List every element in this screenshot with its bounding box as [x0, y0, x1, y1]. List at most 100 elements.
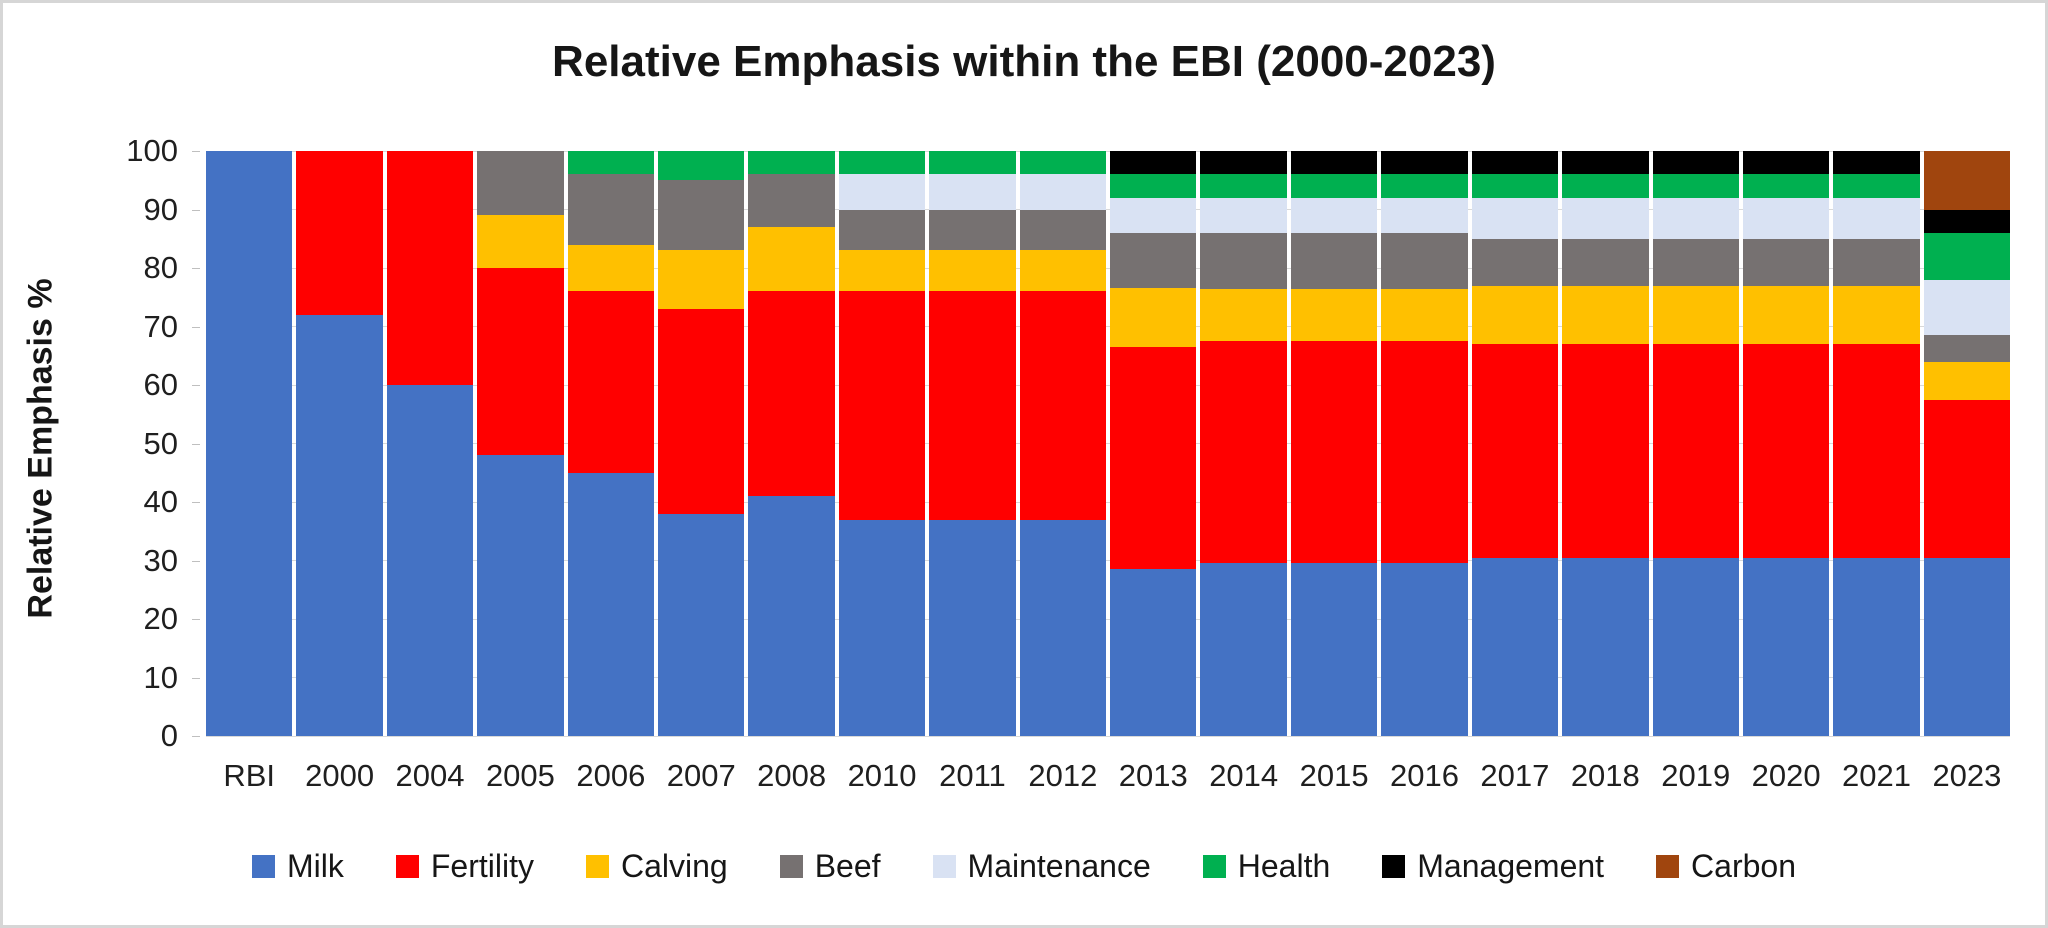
bar-segment-milk-2015 [1290, 563, 1378, 736]
gridline [206, 267, 2010, 269]
legend: Milk Fertility Calving Beef Maintenance Healt… [3, 848, 2045, 885]
bar-segment-beef-2012 [1019, 209, 1107, 251]
bar-segment-fertility-2012 [1019, 291, 1107, 520]
bar-segment-health-2008 [748, 151, 835, 175]
bar-segment-milk-2019 [1652, 557, 1739, 736]
bar-segment-fertility-2019 [1652, 344, 1739, 558]
gridline [206, 384, 2010, 386]
bar-segment-health-2006 [567, 151, 655, 175]
bar-segment-beef-2005 [477, 151, 564, 216]
x-tick-label-2008: 2008 [757, 758, 827, 793]
legend-item-calving: Calving [585, 848, 728, 885]
bar-segment-milk-2013 [1110, 569, 1197, 736]
bar-column-2016 [1381, 151, 1468, 736]
bar-segment-management-2023 [1923, 209, 2011, 233]
gridline [206, 150, 2010, 152]
bar-segment-milk-2011 [929, 519, 1016, 736]
bar-segment-calving-2019 [1652, 285, 1739, 345]
bar-segment-fertility-2018 [1562, 344, 1649, 558]
bar-segment-management-2018 [1562, 151, 1649, 175]
bar-segment-health-2017 [1471, 174, 1559, 198]
bar-segment-calving-2018 [1562, 285, 1649, 345]
bar-segment-fertility-2021 [1833, 344, 1920, 558]
y-axis-tick [192, 385, 200, 386]
bar-segment-maintenance-2014 [1200, 197, 1287, 233]
bar-segment-management-2016 [1381, 151, 1468, 175]
legend-label-milk: Milk [287, 848, 344, 884]
bar-segment-beef-2011 [929, 209, 1016, 251]
bar-segment-health-2014 [1200, 174, 1287, 198]
y-axis-tick [192, 619, 200, 620]
gridline [206, 618, 2010, 620]
bar-segment-beef-2006 [567, 174, 655, 245]
bar-segment-milk-2004 [386, 385, 474, 736]
x-tick-label-2023: 2023 [1932, 758, 2002, 793]
bar-segment-milk-2005 [477, 455, 564, 736]
gridline [206, 443, 2010, 444]
bar-segment-calving-2012 [1019, 250, 1107, 292]
bar-segment-health-2015 [1290, 174, 1378, 198]
x-tick-label-2011: 2011 [939, 758, 1006, 793]
bar-segment-milk-2020 [1742, 557, 1830, 736]
y-axis-tick [192, 326, 200, 328]
x-tick-label-2004: 2004 [395, 758, 465, 793]
bar-segment-maintenance-2010 [838, 174, 926, 210]
bar-segment-management-2014 [1200, 151, 1287, 175]
legend-swatch-milk [252, 855, 275, 878]
bar-segment-maintenance-2017 [1471, 197, 1559, 239]
bar-segment-calving-2015 [1290, 288, 1378, 342]
bar-segment-fertility-2008 [748, 291, 835, 497]
bar-column-2017 [1471, 151, 1559, 736]
gridline [206, 735, 2010, 737]
bar-segment-milk-2010 [838, 519, 926, 736]
bar-segment-calving-2011 [929, 250, 1016, 292]
bar-segment-calving-2014 [1200, 288, 1287, 342]
bar-segment-fertility-2020 [1742, 344, 1830, 558]
legend-swatch-carbon [1656, 855, 1680, 878]
bar-segment-milk-2017 [1471, 557, 1559, 736]
x-tick-label-2021: 2021 [1842, 758, 1911, 793]
bar-column-2008 [748, 151, 835, 736]
legend-label-maintenance: Maintenance [967, 848, 1151, 884]
bar-segment-carbon-2023 [1923, 151, 2011, 210]
legend-swatch-fertility [395, 855, 419, 878]
bar-segment-calving-2013 [1110, 288, 1197, 347]
gridline [206, 209, 2010, 210]
bar-segment-management-2013 [1110, 151, 1197, 175]
y-axis-tick [192, 502, 200, 503]
bar-segment-management-2015 [1290, 151, 1378, 175]
x-tick-label-2005: 2005 [485, 758, 555, 793]
legend-swatch-maintenance [932, 855, 956, 878]
bar-segment-health-2018 [1562, 174, 1649, 198]
bar-segment-calving-2020 [1742, 285, 1830, 345]
bar-segment-fertility-2017 [1471, 344, 1559, 558]
bar-segment-calving-2007 [658, 250, 745, 309]
legend-label-calving: Calving [620, 848, 728, 884]
bar-segment-management-2019 [1652, 151, 1739, 175]
bar-column-2012 [1019, 151, 1107, 736]
x-tick-label-2012: 2012 [1028, 758, 1098, 793]
bar-segment-beef-2016 [1381, 232, 1468, 289]
x-tick-label-2014: 2014 [1209, 758, 1279, 793]
x-tick-label-2015: 2015 [1299, 758, 1369, 793]
bar-segment-milk-2008 [748, 496, 835, 736]
x-tick-label-2013: 2013 [1118, 758, 1188, 793]
bar-column-rbi [206, 151, 293, 736]
y-axis-tick [192, 736, 200, 737]
bar-column-2005 [477, 151, 564, 736]
bar-segment-calving-2016 [1381, 288, 1468, 342]
bar-column-2006 [567, 151, 655, 736]
x-tick-label-2006: 2006 [576, 758, 646, 793]
bar-segment-health-2013 [1110, 174, 1197, 198]
bar-column-2007 [658, 151, 745, 736]
bar-segment-milk-2021 [1833, 557, 1920, 736]
legend-label-beef: Beef [814, 848, 881, 884]
bar-segment-health-2016 [1381, 174, 1468, 198]
y-tick-label: 30 [143, 542, 178, 578]
bar-segment-calving-2010 [838, 250, 926, 292]
x-tick-label-2007: 2007 [666, 758, 736, 793]
gridline [206, 501, 2010, 503]
bar-segment-health-2023 [1923, 232, 2011, 280]
bar-segment-fertility-2016 [1381, 341, 1468, 564]
bar-segment-maintenance-2012 [1019, 174, 1107, 210]
